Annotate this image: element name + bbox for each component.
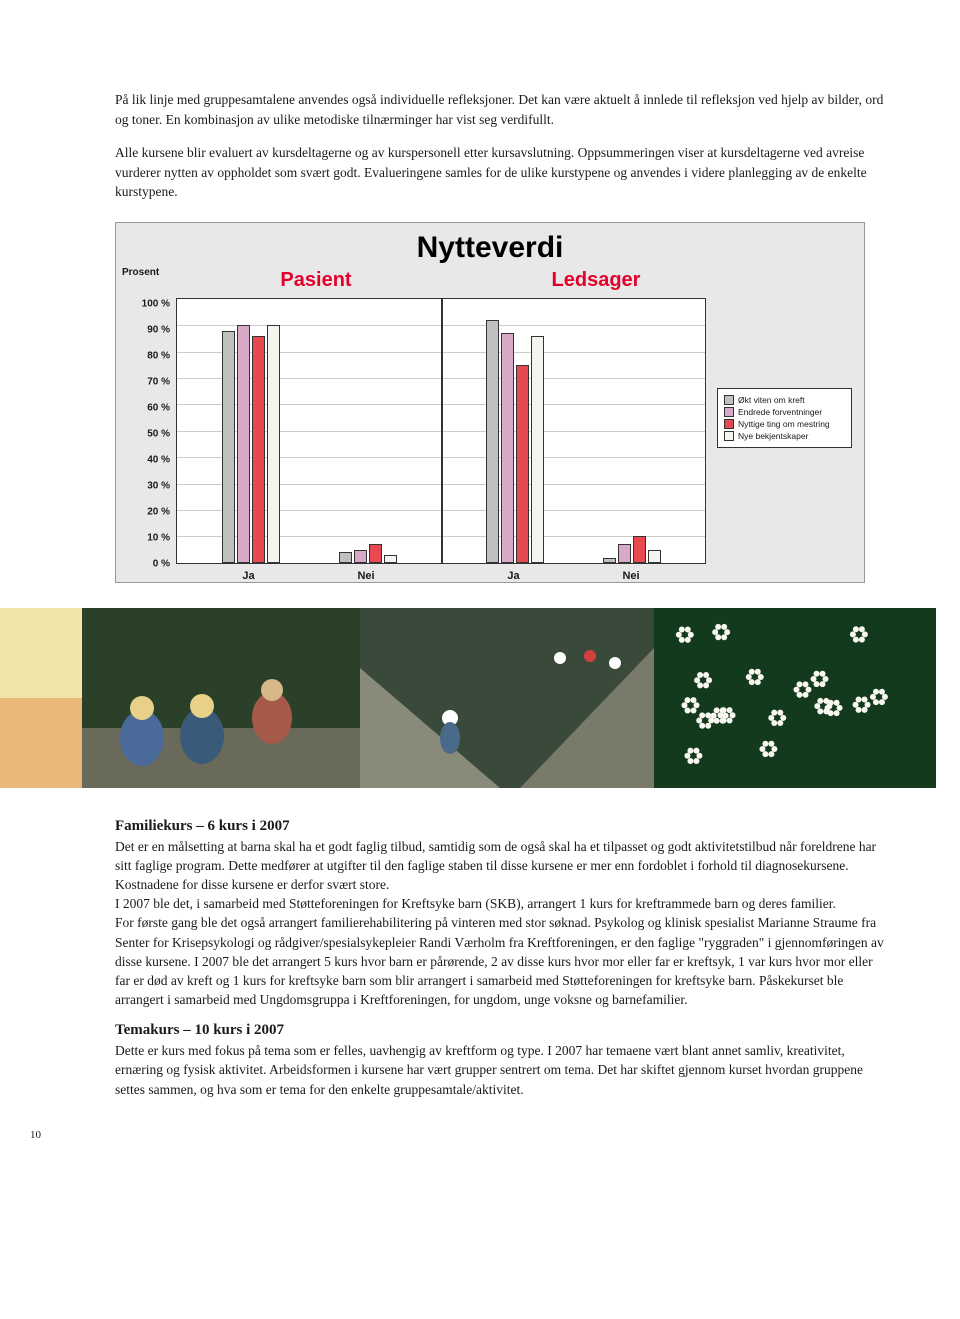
bar: [354, 550, 367, 563]
intro-para-1: På lik linje med gruppesamtalene anvende…: [115, 90, 890, 129]
legend-item: Nye bekjentskaper: [724, 431, 845, 441]
bar: [531, 336, 544, 563]
chart-subtitle-ledsager: Ledsager: [456, 269, 736, 292]
bar-group: [339, 299, 397, 563]
heading-familiekurs: Familiekurs – 6 kurs i 2007: [115, 818, 890, 835]
intro-text: På lik linje med gruppesamtalene anvende…: [115, 90, 890, 202]
legend-item: Økt viten om kreft: [724, 395, 845, 405]
y-tick: 90 %: [147, 324, 170, 335]
bar: [648, 550, 661, 563]
y-tick: 100 %: [142, 298, 170, 309]
legend-item: Endrede forventninger: [724, 407, 845, 417]
chart-subtitle-pasient: Pasient: [176, 269, 456, 292]
familiekurs-p2: I 2007 ble det, i samarbeid med Støttefo…: [115, 894, 890, 913]
y-tick: 80 %: [147, 350, 170, 361]
bar-group: [603, 299, 661, 563]
bar: [237, 325, 250, 563]
y-tick: 50 %: [147, 428, 170, 439]
chart-legend: Økt viten om kreft Endrede forventninger N…: [717, 388, 852, 448]
familiekurs-p1: Det er en målsetting at barna skal ha et…: [115, 837, 890, 894]
bar: [633, 536, 646, 562]
sidebar-color: [0, 608, 82, 698]
legend-item: Nyttige ting om mestring: [724, 419, 845, 429]
y-axis: 100 % 90 % 80 % 70 % 60 % 50 % 40 % 30 % 20 % 10 …: [116, 298, 176, 564]
sidebar-color: [0, 698, 82, 788]
photo-climbing-rocks: [360, 608, 654, 788]
y-tick: 0 %: [153, 558, 170, 569]
section-familiekurs: Familiekurs – 6 kurs i 2007 Det er en må…: [115, 818, 890, 1009]
bar: [603, 558, 616, 563]
plot-area: [176, 298, 706, 564]
photo-white-flowers: [654, 608, 936, 788]
bar: [369, 544, 382, 562]
chart-nytteverdi: Nytteverdi Prosent Pasient Ledsager 100 …: [115, 222, 865, 583]
familiekurs-p3: For første gang ble det også arrangert f…: [115, 913, 890, 1009]
temakurs-p1: Dette er kurs med fokus på tema som er f…: [115, 1041, 890, 1098]
chart-title: Nytteverdi: [116, 223, 864, 269]
bar: [501, 333, 514, 563]
y-tick: 40 %: [147, 454, 170, 465]
bar: [618, 544, 631, 562]
bar: [516, 365, 529, 563]
page-number: 10: [30, 1129, 890, 1141]
bar: [384, 555, 397, 563]
y-tick: 70 %: [147, 376, 170, 387]
section-temakurs: Temakurs – 10 kurs i 2007 Dette er kurs …: [115, 1022, 890, 1098]
bar: [267, 325, 280, 563]
y-tick: 10 %: [147, 532, 170, 543]
sidebar-color-blocks: [0, 608, 82, 788]
bar-group: [486, 299, 544, 563]
y-tick: 60 %: [147, 402, 170, 413]
bar: [222, 331, 235, 563]
bar-group: [222, 299, 280, 563]
bar: [486, 320, 499, 563]
intro-para-2: Alle kursene blir evaluert av kursdeltag…: [115, 143, 890, 202]
photo-children-rocks: [82, 608, 360, 788]
bar: [339, 552, 352, 563]
y-axis-label: Prosent: [122, 267, 159, 278]
y-tick: 20 %: [147, 506, 170, 517]
y-tick: 30 %: [147, 480, 170, 491]
photo-strip: [0, 608, 960, 788]
heading-temakurs: Temakurs – 10 kurs i 2007: [115, 1022, 890, 1039]
bar: [252, 336, 265, 563]
